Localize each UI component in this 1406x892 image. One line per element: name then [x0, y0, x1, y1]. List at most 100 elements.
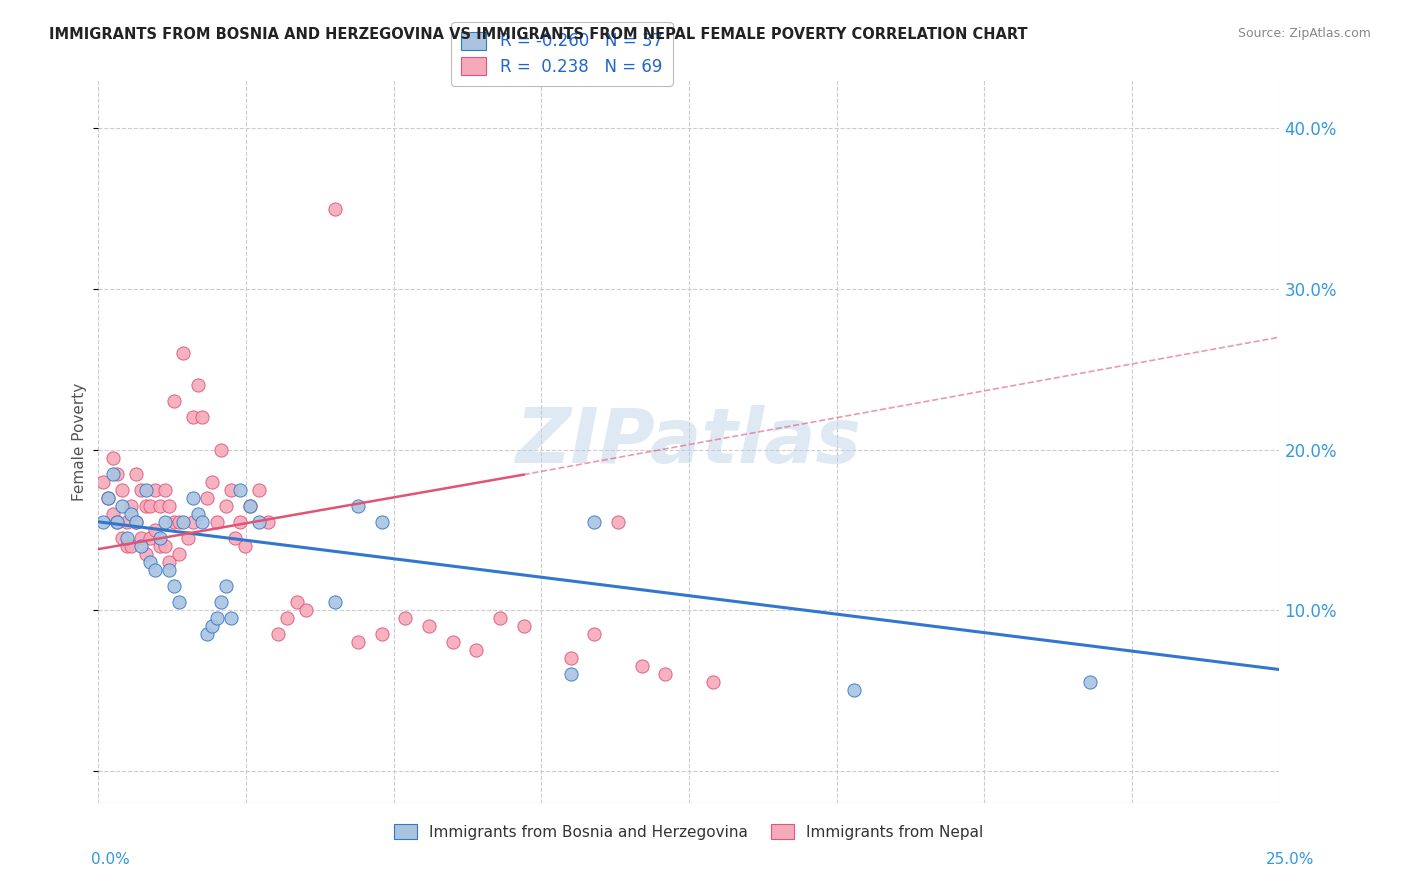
Point [143, 563, 166, 577]
Point [209, 595, 232, 609]
Point [121, 499, 143, 513]
Point [224, 531, 246, 545]
Point [195, 627, 218, 641]
Point [560, 667, 582, 681]
Point [441, 635, 464, 649]
Text: Source: ZipAtlas.com: Source: ZipAtlas.com [1237, 27, 1371, 40]
Point [201, 619, 224, 633]
Point [167, 595, 190, 609]
Point [630, 659, 652, 673]
Point [209, 442, 232, 457]
Point [607, 515, 630, 529]
Point [111, 483, 134, 497]
Point [121, 539, 143, 553]
Point [247, 515, 270, 529]
Point [257, 515, 280, 529]
Point [135, 483, 157, 497]
Point [157, 555, 180, 569]
Text: 0.0%: 0.0% [91, 852, 131, 867]
Text: 25.0%: 25.0% [1267, 852, 1315, 867]
Text: IMMIGRANTS FROM BOSNIA AND HERZEGOVINA VS IMMIGRANTS FROM NEPAL FEMALE POVERTY C: IMMIGRANTS FROM BOSNIA AND HERZEGOVINA V… [49, 27, 1028, 42]
Point [229, 483, 252, 497]
Point [702, 675, 724, 690]
Point [1080, 675, 1102, 690]
Point [323, 202, 346, 216]
Point [157, 499, 180, 513]
Point [512, 619, 534, 633]
Point [172, 515, 194, 529]
Point [125, 467, 148, 481]
Point [187, 507, 209, 521]
Point [181, 515, 204, 529]
Point [143, 483, 166, 497]
Point [181, 491, 204, 505]
Point [201, 475, 224, 489]
Point [844, 683, 866, 698]
Point [97, 491, 120, 505]
Point [101, 450, 124, 465]
Point [215, 579, 238, 593]
Point [371, 627, 394, 641]
Point [239, 499, 262, 513]
Point [111, 499, 134, 513]
Point [233, 539, 256, 553]
Point [191, 410, 214, 425]
Point [219, 611, 242, 625]
Point [560, 651, 582, 665]
Point [91, 515, 114, 529]
Point [347, 635, 370, 649]
Point [267, 627, 290, 641]
Point [418, 619, 440, 633]
Point [285, 595, 308, 609]
Point [187, 378, 209, 392]
Y-axis label: Female Poverty: Female Poverty [72, 383, 87, 500]
Point [105, 515, 128, 529]
Point [111, 531, 134, 545]
Point [115, 531, 138, 545]
Point [157, 563, 180, 577]
Point [323, 595, 346, 609]
Point [153, 515, 176, 529]
Point [101, 507, 124, 521]
Point [247, 483, 270, 497]
Point [129, 483, 152, 497]
Point [167, 547, 190, 561]
Point [229, 515, 252, 529]
Point [394, 611, 416, 625]
Point [125, 515, 148, 529]
Point [135, 547, 157, 561]
Point [115, 515, 138, 529]
Point [583, 627, 606, 641]
Point [139, 499, 162, 513]
Point [205, 611, 228, 625]
Point [181, 410, 204, 425]
Point [149, 539, 172, 553]
Point [239, 499, 262, 513]
Point [371, 515, 394, 529]
Point [654, 667, 676, 681]
Legend: Immigrants from Bosnia and Herzegovina, Immigrants from Nepal: Immigrants from Bosnia and Herzegovina, … [388, 818, 990, 846]
Point [195, 491, 218, 505]
Point [172, 346, 194, 360]
Point [149, 531, 172, 545]
Point [347, 499, 370, 513]
Point [219, 483, 242, 497]
Point [583, 515, 606, 529]
Point [101, 467, 124, 481]
Point [177, 531, 200, 545]
Point [105, 467, 128, 481]
Point [125, 515, 148, 529]
Point [153, 539, 176, 553]
Point [129, 539, 152, 553]
Point [139, 531, 162, 545]
Point [129, 531, 152, 545]
Point [167, 515, 190, 529]
Point [489, 611, 512, 625]
Point [149, 499, 172, 513]
Point [143, 523, 166, 537]
Point [135, 499, 157, 513]
Point [91, 475, 114, 489]
Point [153, 483, 176, 497]
Point [465, 643, 488, 657]
Point [121, 507, 143, 521]
